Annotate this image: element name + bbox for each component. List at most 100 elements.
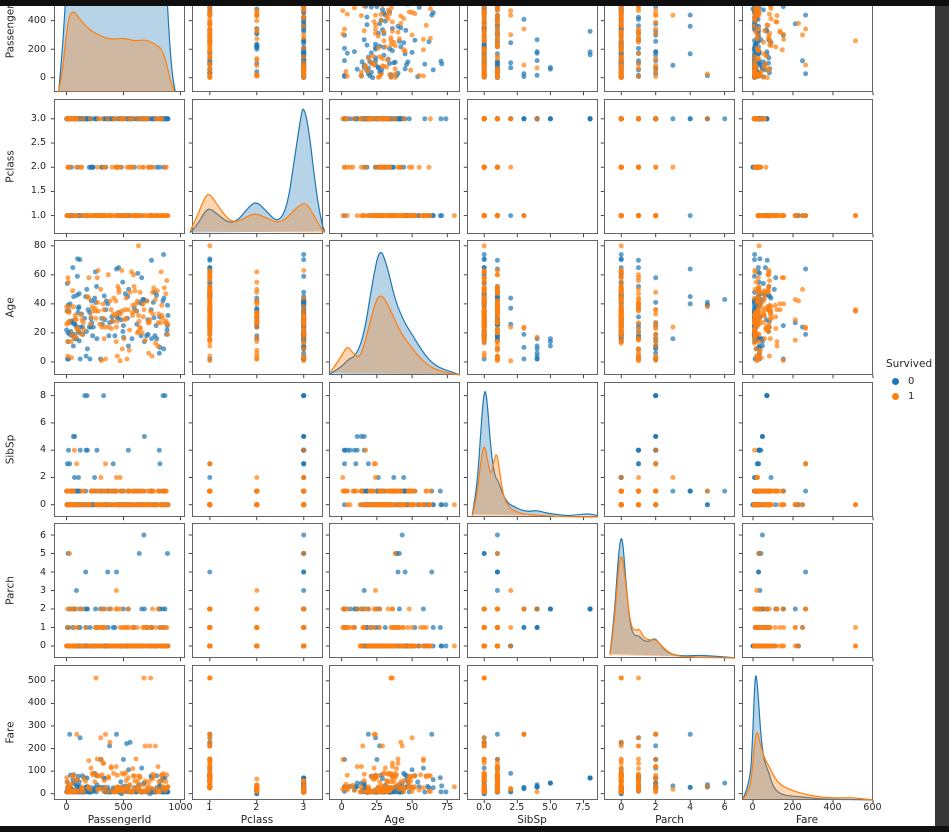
x-tick-label: 200 bbox=[783, 802, 802, 813]
x-tick-label: 3 bbox=[300, 802, 307, 813]
y-tick-label: 0 bbox=[39, 72, 46, 84]
x-tick-label: 0 bbox=[63, 802, 70, 813]
cell-PassengerId-vs-Pclass bbox=[188, 6, 323, 96]
cell-Pclass-vs-Age bbox=[325, 98, 461, 237]
x-axis-title-Age: Age bbox=[384, 814, 405, 826]
cell-Fare-vs-SibSp bbox=[463, 664, 598, 803]
diag-kde-Age bbox=[325, 239, 461, 379]
y-tick-label: 0 bbox=[39, 640, 46, 652]
x-tick-label: 2 bbox=[652, 802, 659, 813]
cell-Age-vs-Parch bbox=[600, 239, 736, 379]
y-tick-label: 0 bbox=[39, 498, 46, 510]
cell-Parch-vs-SibSp bbox=[463, 522, 598, 662]
x-tick-label: 4 bbox=[687, 802, 694, 813]
viewport-crop-band-top bbox=[0, 0, 949, 6]
x-tick-label: 2 bbox=[253, 802, 260, 813]
legend-item-survived-0: 0 bbox=[886, 374, 932, 389]
cell-PassengerId-vs-Age bbox=[325, 6, 461, 96]
y-tick-label: 200 bbox=[27, 742, 46, 754]
y-tick-label: 5 bbox=[39, 548, 46, 559]
x-tick-label: 7.5 bbox=[575, 802, 591, 813]
y-tick-label: 8 bbox=[39, 389, 46, 401]
x-tick-label: 0.0 bbox=[476, 802, 492, 813]
y-tick-label: 40 bbox=[33, 298, 46, 310]
y-tick-label: 2.5 bbox=[30, 137, 46, 149]
y-axis-title-Parch: Parch bbox=[4, 576, 17, 605]
x-axis-title-SibSp: SibSp bbox=[517, 814, 547, 826]
cell-Fare-vs-Age bbox=[325, 664, 461, 803]
x-tick-label: 75 bbox=[441, 802, 454, 813]
cell-Parch-vs-Age bbox=[325, 522, 461, 662]
viewport-crop-band-bottom bbox=[0, 826, 949, 832]
legend-title: Survived bbox=[886, 358, 933, 370]
x-axis-title-Pclass: Pclass bbox=[240, 814, 274, 826]
y-tick-label: 6 bbox=[39, 416, 46, 428]
legend-label-survived-0: 0 bbox=[908, 376, 915, 387]
legend-label-survived-1: 1 bbox=[908, 391, 915, 402]
y-axis-title-Age: Age bbox=[4, 297, 17, 318]
cell-Age-vs-Fare bbox=[738, 239, 873, 379]
cell-PassengerId-vs-Parch bbox=[600, 6, 736, 96]
cell-SibSp-vs-Fare bbox=[738, 381, 873, 520]
x-tick-label: 400 bbox=[823, 802, 842, 813]
x-axis-title-Parch: Parch bbox=[655, 814, 684, 826]
y-tick-label: 2 bbox=[39, 603, 46, 615]
y-tick-label: 500 bbox=[27, 674, 46, 686]
x-axis-title-Fare: Fare bbox=[795, 814, 819, 826]
y-tick-label: 4 bbox=[39, 444, 46, 456]
y-tick-label: 3.0 bbox=[30, 112, 46, 124]
cell-PassengerId-vs-SibSp bbox=[463, 6, 598, 96]
y-tick-label: 0 bbox=[39, 787, 46, 799]
cell-Parch-vs-Pclass bbox=[188, 522, 323, 662]
x-tick-label: 0 bbox=[749, 802, 756, 813]
cell-Pclass-vs-Parch bbox=[600, 98, 736, 237]
diag-kde-PassengerId bbox=[50, 6, 186, 96]
legend-marker-survived-0 bbox=[892, 378, 899, 385]
x-tick-label: 0 bbox=[338, 802, 345, 813]
y-tick-label: 2.0 bbox=[30, 161, 46, 173]
viewer-background-panel bbox=[935, 0, 949, 832]
x-tick-label: 500 bbox=[114, 802, 133, 813]
x-tick-label: 600 bbox=[863, 802, 882, 813]
y-tick-label: 400 bbox=[27, 697, 46, 709]
cell-Parch-vs-Fare bbox=[738, 522, 873, 662]
y-tick-label: 1.5 bbox=[30, 185, 46, 197]
y-tick-label: 1 bbox=[39, 621, 46, 633]
x-tick-label: 1000 bbox=[168, 802, 193, 813]
cell-Fare-vs-PassengerId bbox=[50, 664, 186, 803]
cell-SibSp-vs-Age bbox=[325, 381, 461, 520]
cell-Fare-vs-Pclass bbox=[188, 664, 323, 803]
cell-Age-vs-Pclass bbox=[188, 239, 323, 379]
y-tick-label: 4 bbox=[39, 566, 46, 578]
x-tick-label: 50 bbox=[406, 802, 419, 813]
cell-Pclass-vs-Fare bbox=[738, 98, 873, 237]
y-tick-label: 1.0 bbox=[30, 209, 46, 221]
cell-Parch-vs-PassengerId bbox=[50, 522, 186, 662]
y-axis-title-Pclass: Pclass bbox=[4, 149, 17, 183]
diag-kde-SibSp bbox=[463, 381, 598, 520]
diag-kde-Pclass bbox=[188, 98, 325, 237]
cell-SibSp-vs-Pclass bbox=[188, 381, 323, 520]
y-axis-title-PassengerId: PassengerId bbox=[4, 6, 17, 58]
y-tick-label: 200 bbox=[27, 43, 46, 55]
diag-kde-Fare bbox=[738, 664, 873, 803]
x-axis-title-PassengerId: PassengerId bbox=[87, 814, 152, 826]
x-tick-label: 0 bbox=[618, 802, 625, 813]
pairplot-figure: Survived 0 1 0 500 1000 PassengerId 1 2 3 Pclas… bbox=[0, 6, 935, 826]
y-tick-label: 20 bbox=[33, 327, 46, 339]
y-tick-label: 100 bbox=[27, 765, 46, 777]
cell-SibSp-vs-PassengerId bbox=[50, 381, 186, 520]
y-axis-title-SibSp: SibSp bbox=[4, 434, 17, 464]
y-tick-label: 3 bbox=[39, 585, 46, 596]
cell-Fare-vs-Parch bbox=[600, 664, 736, 803]
y-axis-title-Fare: Fare bbox=[4, 720, 17, 744]
y-tick-label: 80 bbox=[33, 240, 46, 252]
legend: Survived 0 1 bbox=[886, 358, 932, 404]
y-tick-label: 2 bbox=[39, 471, 46, 483]
diag-kde-Parch bbox=[600, 522, 736, 662]
cell-Age-vs-PassengerId bbox=[50, 239, 186, 379]
y-tick-label: 300 bbox=[27, 719, 46, 731]
y-tick-label: 400 bbox=[27, 15, 46, 27]
cell-Age-vs-SibSp bbox=[463, 239, 598, 379]
